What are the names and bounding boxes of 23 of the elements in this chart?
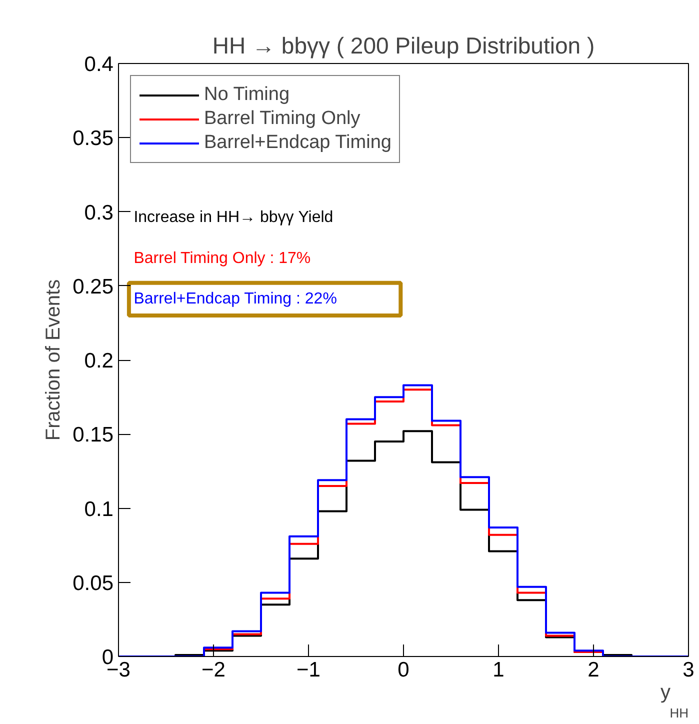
y-axis-title: Fraction of Events xyxy=(42,279,65,441)
x-axis-title: yHH xyxy=(660,682,689,720)
annotation: Barrel Timing Only : 17% xyxy=(134,250,311,267)
x-tick-label: 0 xyxy=(398,658,410,682)
annotation: Increase in HH→ bbγγ Yield xyxy=(134,209,334,226)
x-tick-label: −2 xyxy=(202,658,226,682)
y-tick-label: 0.1 xyxy=(84,498,114,521)
x-tick-label: 1 xyxy=(492,658,504,682)
legend-label: Barrel Timing Only xyxy=(204,108,360,130)
chart-title: HH → bbγγ ( 200 Pileup Distribution ) xyxy=(212,32,595,58)
x-tick-label: 3 xyxy=(682,658,694,682)
y-tick-label: 0.25 xyxy=(72,275,114,298)
x-tick-label: −1 xyxy=(296,658,320,682)
legend-label: No Timing xyxy=(204,84,290,106)
legend-label: Barrel+Endcap Timing xyxy=(204,132,392,154)
y-tick-label: 0.15 xyxy=(72,424,114,447)
x-tick-label: 2 xyxy=(588,658,600,682)
y-tick-label: 0.3 xyxy=(84,201,114,224)
y-tick-label: 0.4 xyxy=(84,53,114,76)
y-tick-label: 0.2 xyxy=(84,350,114,372)
y-tick-label: 0.35 xyxy=(72,127,114,150)
y-tick-label: 0.05 xyxy=(72,572,114,595)
annotation: Barrel+Endcap Timing : 22% xyxy=(134,290,337,308)
